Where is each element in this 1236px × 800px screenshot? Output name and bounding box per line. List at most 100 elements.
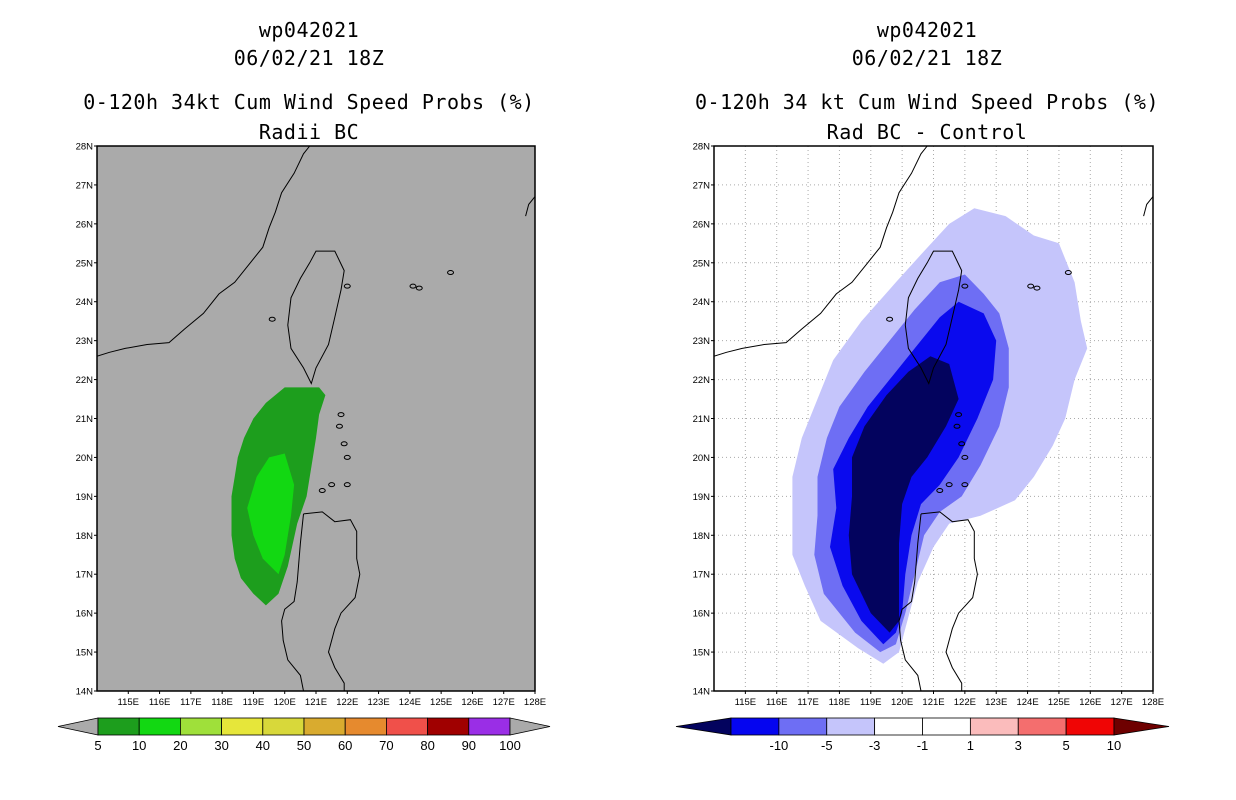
colorbar-label: 50	[297, 738, 311, 753]
small-island	[1027, 283, 1035, 289]
taiwan-coastline	[904, 250, 963, 385]
colorbar-label: 30	[214, 738, 228, 753]
lat-tick-label: 23N	[693, 336, 711, 347]
lon-tick-label: 119E	[243, 697, 264, 708]
small-island	[337, 412, 345, 418]
colorbar-segment	[969, 717, 1019, 736]
china-coastline	[713, 145, 928, 357]
lat-tick-label: 19N	[693, 492, 711, 503]
lat-tick-label: 15N	[693, 648, 711, 659]
small-island	[447, 270, 455, 276]
small-island	[1033, 285, 1041, 291]
colorbar-segment	[922, 717, 971, 736]
colorbar-segment	[874, 717, 923, 736]
colorbar-label: 20	[173, 738, 187, 753]
lat-tick-label: 20N	[693, 453, 711, 464]
colorbar-segment	[730, 717, 780, 736]
lon-tick-label: 118E	[211, 697, 232, 708]
colorbar-label: 70	[379, 738, 393, 753]
subtitle: Radii BC	[258, 120, 360, 144]
eastern-island-coastline	[1143, 196, 1154, 217]
small-island	[335, 423, 343, 429]
lon-tick-label: 118E	[829, 697, 850, 708]
left-map-chart: 115E 116E 117E 118E 119E 120E 121E 122E 123E 124E…	[57, 142, 551, 753]
colorbar-label: -3	[869, 738, 881, 753]
colorbar-arrow-right	[1113, 717, 1170, 736]
colorbar-label: 5	[1062, 738, 1069, 753]
colorbar-segment	[138, 717, 181, 736]
colorbar-label: 10	[1107, 738, 1121, 753]
small-island	[936, 488, 944, 494]
luzon-east-coastline	[920, 511, 978, 691]
luzon-west-coastline	[898, 513, 922, 692]
colorbar-segment	[221, 717, 264, 736]
colorbar-label: -5	[821, 738, 833, 753]
lat-tick-label: 26N	[76, 219, 94, 230]
lat-tick-label: 24N	[76, 297, 94, 308]
lat-tick-label: 21N	[693, 414, 711, 425]
lat-tick-label: 20N	[76, 453, 94, 464]
colorbar-segment	[1065, 717, 1115, 736]
small-island	[340, 441, 348, 447]
lat-tick-label: 23N	[76, 336, 94, 347]
lat-tick-label: 28N	[693, 142, 711, 153]
lon-tick-label: 117E	[797, 697, 818, 708]
lat-tick-label: 18N	[76, 531, 94, 542]
lat-tick-label: 26N	[693, 219, 711, 230]
lon-tick-label: 125E	[1048, 697, 1070, 708]
lat-tick-label: 28N	[76, 142, 94, 153]
colorbar-segment	[97, 717, 140, 736]
colorbar-segment	[778, 717, 828, 736]
colorbar-label: 1	[967, 738, 974, 753]
lon-tick-label: 128E	[524, 697, 546, 708]
lat-tick-label: 19N	[76, 492, 94, 503]
small-island	[1064, 270, 1072, 276]
luzon-west-coastline	[281, 513, 304, 692]
lat-tick-label: 25N	[76, 258, 94, 269]
small-island	[409, 283, 417, 289]
lat-tick-label: 17N	[693, 570, 711, 581]
date-time-title: 06/02/21 18Z	[851, 46, 1003, 70]
lat-tick-label: 15N	[76, 648, 94, 659]
lat-tick-label: 25N	[693, 258, 711, 269]
eastern-island-coastline	[525, 196, 536, 217]
lat-tick-label: 16N	[76, 609, 94, 620]
lon-tick-label: 120E	[891, 697, 913, 708]
lat-tick-label: 16N	[693, 609, 711, 620]
colorbar-arrow-left	[675, 717, 732, 736]
lon-tick-label: 117E	[180, 697, 201, 708]
coastlines	[713, 145, 1154, 692]
storm-id-title: wp042021	[258, 18, 360, 42]
coastlines	[96, 145, 536, 692]
colorbar-label: 40	[256, 738, 270, 753]
luzon-east-coastline	[303, 511, 361, 691]
colorbar-label: 10	[132, 738, 146, 753]
colorbar-segment	[385, 717, 428, 736]
lon-tick-label: 125E	[430, 697, 452, 708]
colorbar-label: 5	[94, 738, 101, 753]
small-island	[886, 316, 894, 322]
colorbar-label: -1	[917, 738, 929, 753]
small-island	[945, 482, 953, 488]
lon-tick-label: 124E	[399, 697, 421, 708]
right-chart-panel: wp042021 06/02/21 18Z 0-120h 34 kt Cum W…	[618, 0, 1236, 800]
colorbar-label: 100	[499, 738, 521, 753]
colorbar-segment	[427, 717, 470, 736]
lat-tick-label: 17N	[76, 570, 94, 581]
small-island	[343, 454, 351, 460]
colorbar-segment	[826, 717, 876, 736]
small-island	[328, 482, 336, 488]
lon-tick-label: 123E	[985, 697, 1007, 708]
contour-level-neg10	[848, 356, 959, 633]
small-island	[961, 482, 969, 488]
product-title: 0-120h 34kt Cum Wind Speed Probs (%)	[83, 90, 535, 114]
small-island	[343, 283, 351, 289]
colorbar-segment	[303, 717, 346, 736]
lon-tick-label: 128E	[1142, 697, 1164, 708]
taiwan-coastline	[287, 250, 345, 385]
colorbar-segment	[179, 717, 222, 736]
lon-tick-label: 126E	[461, 697, 483, 708]
small-island	[415, 285, 423, 291]
colorbar-label: -10	[770, 738, 789, 753]
lon-tick-label: 127E	[1111, 697, 1133, 708]
